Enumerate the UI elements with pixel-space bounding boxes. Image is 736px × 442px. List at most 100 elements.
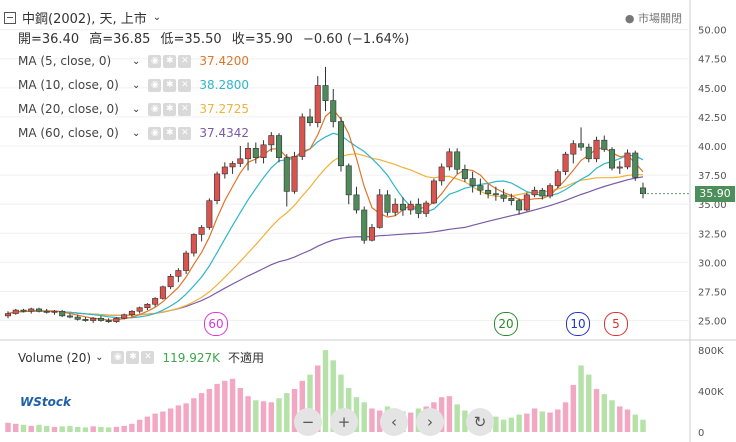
volume-bar — [578, 365, 584, 432]
volume-bar — [500, 419, 507, 432]
chevron-down-icon[interactable]: ⌄ — [132, 79, 141, 91]
close-icon[interactable]: ✕ — [178, 102, 192, 116]
indicator-value: 37.4200 — [199, 54, 250, 68]
chevron-down-icon[interactable]: ⌄ — [132, 55, 141, 67]
volume-bar — [183, 403, 189, 432]
eye-icon[interactable]: ◉ — [148, 126, 162, 140]
candle-body — [43, 310, 50, 313]
candle-body — [167, 276, 174, 288]
close-icon[interactable]: ✕ — [178, 54, 192, 68]
indicator-value: 37.4342 — [199, 126, 250, 140]
price-tick-label: 42.50 — [698, 113, 727, 124]
indicator-label[interactable]: MA (5, close, 0) — [18, 54, 112, 68]
ma20-marker[interactable]: 20 — [494, 312, 518, 336]
candle-body — [276, 135, 283, 158]
candle-body — [221, 166, 228, 175]
indicator-ma20[interactable]: MA (20, close, 0) ⌄ ◉ ✱ ✕ 37.2725 — [18, 102, 249, 116]
volume-bar — [276, 398, 282, 432]
volume-bar — [299, 380, 305, 432]
indicator-value: 37.2725 — [199, 102, 250, 116]
zoom-out-button[interactable]: − — [294, 408, 322, 436]
volume-bar — [160, 411, 166, 432]
candle-body — [361, 209, 368, 241]
minus-square-icon[interactable] — [4, 11, 16, 24]
eye-icon[interactable]: ◉ — [148, 78, 162, 92]
symbol-header[interactable]: 中鋼(2002), 天, 上市 ⌄ — [4, 8, 161, 27]
scroll-right-button[interactable]: › — [416, 408, 444, 436]
price-tick-label: 45.00 — [698, 84, 727, 95]
eye-icon[interactable]: ◉ — [111, 351, 125, 364]
volume-bar — [284, 393, 290, 432]
indicator-ma10[interactable]: MA (10, close, 0) ⌄ ◉ ✱ ✕ 38.2800 — [18, 78, 249, 92]
candle-body — [353, 194, 360, 211]
volume-bar — [67, 425, 73, 432]
volume-bar — [229, 378, 236, 432]
eye-icon[interactable]: ◉ — [148, 54, 162, 68]
price-tick-label: 47.50 — [698, 55, 727, 66]
volume-bar — [617, 406, 623, 432]
volume-bar — [28, 425, 34, 432]
symbol-title[interactable]: 中鋼(2002), 天, 上市 — [22, 12, 147, 27]
wstock-logo: WStock — [20, 395, 71, 409]
close-icon[interactable]: ✕ — [141, 351, 155, 364]
candle-body — [399, 203, 406, 211]
volume-bar — [353, 397, 360, 432]
volume-bar — [20, 424, 27, 432]
chevron-down-icon[interactable]: ⌄ — [95, 352, 104, 363]
chevron-down-icon[interactable]: ⌄ — [132, 103, 141, 115]
candle-body — [585, 146, 592, 160]
indicator-label[interactable]: MA (60, close, 0) — [18, 126, 119, 140]
volume-bar — [90, 426, 96, 432]
candle-body — [446, 151, 453, 168]
gear-icon[interactable]: ✱ — [126, 351, 140, 364]
volume-bar — [624, 409, 631, 432]
gear-icon[interactable]: ✱ — [163, 78, 177, 92]
ma60-line — [7, 176, 644, 316]
volume-legend[interactable]: Volume (20) ⌄ ◉ ✱ ✕ 119.927K 不適用 — [18, 349, 264, 366]
scroll-left-button[interactable]: ‹ — [380, 408, 408, 436]
volume-bar — [198, 393, 205, 432]
market-status-text: 市場關閉 — [638, 12, 682, 25]
ma10-marker[interactable]: 10 — [566, 312, 590, 336]
chevron-down-icon[interactable]: ⌄ — [132, 127, 141, 139]
volume-bar — [260, 401, 267, 432]
candle-body — [523, 194, 530, 211]
candle-body — [547, 185, 554, 197]
volume-label[interactable]: Volume (20) — [18, 350, 92, 365]
volume-bar — [586, 374, 592, 432]
volume-bar — [237, 387, 244, 432]
candle-body — [159, 286, 166, 299]
ma60-marker[interactable]: 60 — [204, 312, 228, 336]
candle-body — [593, 139, 600, 160]
volume-bar — [531, 408, 538, 432]
indicator-label[interactable]: MA (10, close, 0) — [18, 78, 119, 92]
zoom-in-button[interactable]: + — [330, 408, 358, 436]
candle-body — [113, 317, 120, 323]
indicator-label[interactable]: MA (20, close, 0) — [18, 102, 119, 116]
candle-body — [252, 148, 259, 158]
volume-bar — [129, 423, 135, 432]
indicator-ma60[interactable]: MA (60, close, 0) ⌄ ◉ ✱ ✕ 37.4342 — [18, 126, 249, 140]
volume-bar — [191, 398, 197, 432]
candle-body — [368, 227, 375, 241]
price-tick-label: 30.00 — [698, 258, 727, 269]
gear-icon[interactable]: ✱ — [163, 126, 177, 140]
reset-button[interactable]: ↻ — [466, 408, 494, 436]
candle-body — [461, 168, 468, 179]
candle-body — [508, 198, 515, 201]
indicator-ma5[interactable]: MA (5, close, 0) ⌄ ◉ ✱ ✕ 37.4200 — [18, 54, 249, 68]
candle-body — [407, 203, 414, 211]
close-icon[interactable]: ✕ — [178, 78, 192, 92]
candle-body — [291, 156, 298, 192]
ma5-marker[interactable]: 5 — [604, 312, 628, 336]
close-icon[interactable]: ✕ — [178, 126, 192, 140]
eye-icon[interactable]: ◉ — [148, 102, 162, 116]
ma10-line — [7, 132, 644, 319]
chevron-down-icon[interactable]: ⌄ — [152, 12, 162, 23]
candle-body — [12, 309, 19, 314]
candle-body — [28, 308, 35, 312]
gear-icon[interactable]: ✱ — [163, 102, 177, 116]
candle-body — [469, 178, 476, 186]
gear-icon[interactable]: ✱ — [163, 54, 177, 68]
